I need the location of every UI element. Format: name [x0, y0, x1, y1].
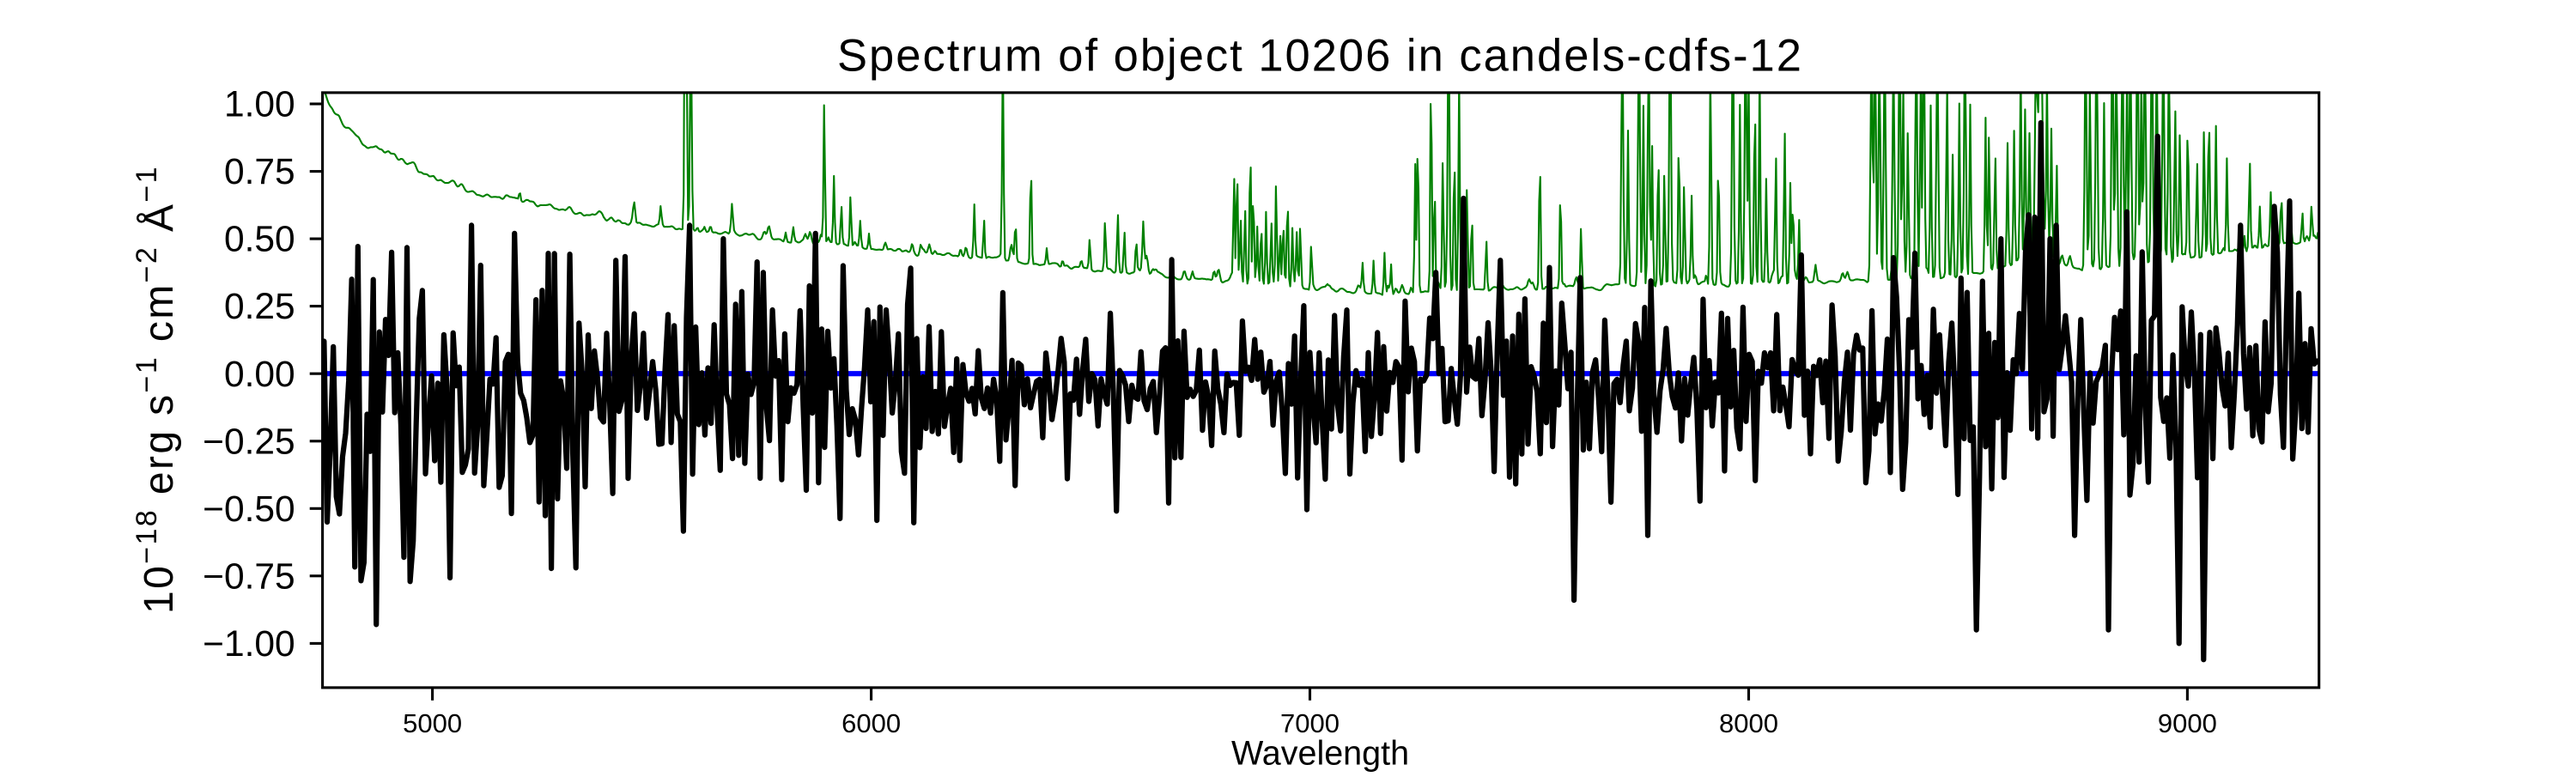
svg-text:Spectrum of object 10206 in ca: Spectrum of object 10206 in candels-cdfs…: [837, 31, 1803, 82]
svg-text:−0.75: −0.75: [203, 556, 295, 597]
svg-text:7000: 7000: [1280, 708, 1340, 738]
svg-text:1.00: 1.00: [224, 85, 295, 125]
svg-text:0.00: 0.00: [224, 355, 295, 395]
svg-text:Wavelength: Wavelength: [1231, 734, 1409, 772]
svg-text:−1.00: −1.00: [203, 624, 295, 665]
svg-text:0.25: 0.25: [224, 287, 295, 327]
svg-text:6000: 6000: [841, 708, 901, 738]
svg-text:0.50: 0.50: [224, 220, 295, 260]
svg-text:−0.50: −0.50: [203, 489, 295, 530]
svg-text:9000: 9000: [2158, 708, 2217, 738]
svg-text:8000: 8000: [1719, 708, 1778, 738]
svg-text:−0.25: −0.25: [203, 422, 295, 462]
svg-text:5000: 5000: [403, 708, 462, 738]
svg-text:0.75: 0.75: [224, 152, 295, 192]
